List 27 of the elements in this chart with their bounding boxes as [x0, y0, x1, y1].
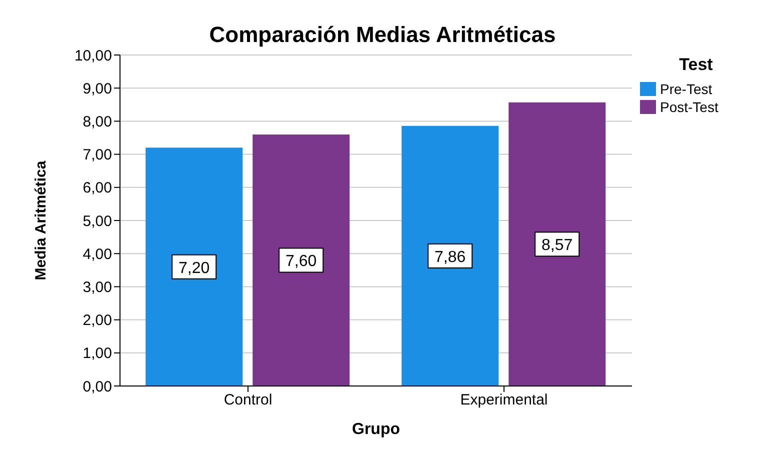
legend-title: Test [678, 55, 714, 75]
y-tick-label: 5,00 [82, 212, 112, 230]
y-tick-label: 7,00 [82, 146, 112, 164]
legend-label: Post-Test [660, 99, 718, 115]
bar [508, 102, 606, 386]
bar [252, 134, 350, 386]
chart-title: Comparación Medias Aritméticas [208, 22, 557, 48]
data-label: 8,57 [542, 237, 573, 254]
y-tick-label: 8,00 [82, 114, 112, 131]
bar [402, 126, 499, 386]
x-tick-label: Control [224, 392, 272, 409]
y-tick-label: 10,00 [74, 47, 112, 64]
y-tick-label: 2,00 [82, 312, 112, 330]
y-tick-label: 1,00 [82, 345, 112, 362]
y-tick-label: 4,00 [82, 246, 112, 263]
y-tick-label: 3,00 [82, 279, 112, 296]
x-tick-label: Experimental [460, 392, 548, 409]
bar [146, 148, 243, 386]
y-tick-label: 0,00 [82, 378, 112, 396]
data-label: 7,20 [178, 260, 210, 277]
y-axis-title: Media Aritmética [32, 160, 50, 280]
y-tick-label: 6,00 [82, 180, 112, 197]
legend-label: Pre-Test [660, 81, 712, 97]
data-label: 7,86 [434, 248, 466, 266]
data-label: 7,60 [286, 253, 317, 270]
y-tick-label: 9,00 [82, 80, 112, 98]
x-axis-title: Grupo [352, 421, 400, 438]
